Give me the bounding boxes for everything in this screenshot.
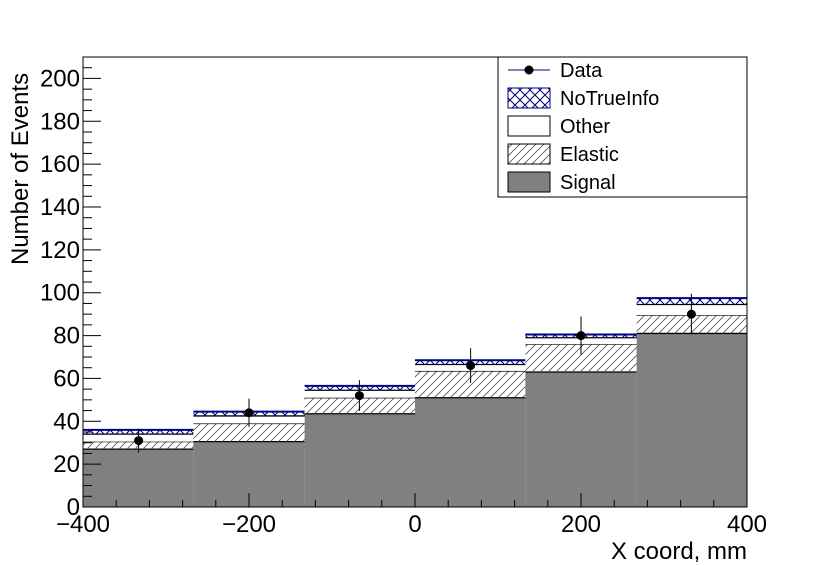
y-tick-label: 20 [53,451,80,478]
legend-label-notrueinfo: NoTrueInfo [560,88,659,110]
x-tick-label: 0 [408,511,421,538]
legend-swatch-notrueinfo [507,87,551,109]
legend-label-data: Data [560,60,603,82]
x-tick-label: −200 [222,511,276,538]
legend-swatch-elastic [507,143,551,165]
x-tick-label: −400 [56,511,110,538]
y-tick-label: 140 [40,194,80,221]
bar-signal [415,397,526,507]
bar-signal [83,449,194,507]
legend-swatch-signal [507,171,551,193]
legend-marker-data [524,65,534,75]
y-tick-label: 60 [53,365,80,392]
legend-label-signal: Signal [560,172,616,194]
data-point [686,309,696,319]
bar-signal [525,372,637,507]
plot-area [83,297,747,507]
x-tick-label: 200 [561,511,601,538]
y-tick-label: 160 [40,151,80,178]
legend: Data NoTrueInfo Other Elastic Signal [497,56,748,198]
y-tick-label: 100 [40,280,80,307]
y-tick-label: 200 [40,65,80,92]
bar-signal [304,413,415,507]
y-tick-label: 0 [67,494,80,521]
bar-signal [636,333,747,507]
legend-label-other: Other [560,116,610,138]
data-point [354,391,364,401]
data-points [134,293,696,453]
legend-label-elastic: Elastic [560,144,619,166]
bar-elastic [193,423,305,442]
data-point [576,331,586,341]
y-tick-label: 40 [53,408,80,435]
axes: 0 20 40 60 80 100 120 140 160 180 200 −400 −200 0 200 4… [40,65,767,538]
y-axis-title: Number of Events [7,73,34,265]
y-tick-label: 180 [40,108,80,135]
y-tick-label: 120 [40,237,80,264]
data-point [244,408,254,418]
data-point [466,361,476,371]
x-tick-label: 400 [727,511,767,538]
y-tick-label: 80 [53,323,80,350]
legend-swatch-other [507,115,551,137]
x-axis-title: X coord, mm [611,538,747,565]
data-point [134,436,144,446]
